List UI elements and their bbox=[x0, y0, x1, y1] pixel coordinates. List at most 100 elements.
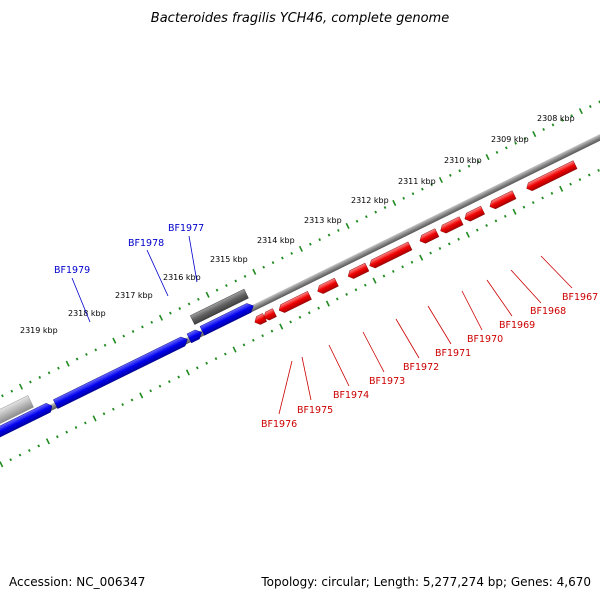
forward-scale-tick bbox=[150, 320, 154, 324]
scale-label: 2314 kbp bbox=[257, 236, 295, 245]
gene-label-bf1969[interactable]: BF1969 bbox=[499, 320, 535, 331]
gene-label-bf1967[interactable]: BF1967 bbox=[562, 292, 598, 303]
reverse-scale-tick bbox=[419, 254, 424, 261]
gene-bf1978[interactable] bbox=[186, 328, 204, 344]
reverse-scale-tick bbox=[130, 398, 134, 402]
forward-scale-tick bbox=[588, 105, 592, 108]
scale-label: 2317 kbp bbox=[115, 291, 153, 300]
reverse-scale-tick bbox=[410, 260, 414, 264]
forward-scale-tick bbox=[345, 222, 350, 229]
callout-line-bf1969 bbox=[486, 279, 513, 317]
forward-scale-tick bbox=[215, 288, 219, 292]
gene-bf1968[interactable] bbox=[463, 205, 485, 223]
forward-scale-tick bbox=[262, 265, 266, 269]
forward-scale-tick bbox=[542, 127, 545, 131]
reverse-scale-tick bbox=[121, 403, 125, 407]
scale-label: 2313 kbp bbox=[304, 216, 342, 225]
reverse-scale-tick bbox=[475, 228, 479, 232]
callout-line-bf1974 bbox=[328, 344, 350, 387]
reverse-scale-tick bbox=[195, 366, 199, 370]
scale-label: 2309 kbp bbox=[491, 135, 529, 144]
gene-bf1972[interactable] bbox=[346, 262, 370, 280]
reverse-scale-tick bbox=[503, 214, 507, 218]
reverse-scale-tick bbox=[559, 185, 564, 192]
callout-line-bf1979 bbox=[71, 277, 91, 323]
reverse-scale-tick bbox=[102, 412, 106, 416]
reverse-scale-ticks bbox=[0, 168, 600, 468]
scale-label: 2316 kbp bbox=[163, 273, 201, 282]
gene-grey-upper[interactable] bbox=[189, 288, 249, 325]
forward-scale-tick bbox=[374, 210, 378, 214]
gene-bf1975[interactable] bbox=[262, 308, 277, 322]
reverse-scale-tick bbox=[307, 311, 311, 315]
gene-label-bf1979[interactable]: BF1979 bbox=[54, 265, 90, 276]
reverse-scale-tick bbox=[587, 173, 591, 177]
forward-scale-tick bbox=[47, 371, 51, 375]
gene-bf1976[interactable] bbox=[253, 313, 267, 326]
reverse-scale-tick bbox=[494, 219, 498, 223]
gene-bf1971[interactable] bbox=[368, 241, 413, 270]
callout-line-bf1973 bbox=[362, 331, 385, 373]
forward-scale-tick bbox=[18, 383, 24, 390]
forward-scale-tick bbox=[10, 389, 14, 393]
forward-scale-tick bbox=[65, 360, 70, 367]
gene-bf1967-a[interactable] bbox=[488, 190, 517, 211]
forward-scale-tick bbox=[485, 153, 490, 161]
forward-scale-tick bbox=[411, 192, 415, 196]
forward-scale-tick bbox=[365, 215, 368, 219]
reverse-scale-tick bbox=[158, 384, 162, 388]
gene-label-bf1972[interactable]: BF1972 bbox=[403, 362, 439, 373]
forward-scale-tick bbox=[570, 114, 573, 118]
forward-scale-tick bbox=[337, 228, 340, 232]
callout-line-bf1970 bbox=[461, 290, 483, 331]
forward-scale-tick bbox=[309, 242, 312, 246]
forward-scale-tick bbox=[560, 118, 564, 122]
reverse-scale-tick bbox=[531, 201, 535, 205]
forward-scale-tick bbox=[504, 146, 508, 150]
forward-scale-tick bbox=[169, 311, 172, 315]
gene-bf1974[interactable] bbox=[277, 291, 312, 314]
reverse-scale-tick bbox=[205, 361, 208, 365]
gene-label-bf1973[interactable]: BF1973 bbox=[369, 376, 405, 387]
forward-scale-tick bbox=[402, 196, 406, 200]
reverse-scale-tick bbox=[317, 306, 320, 310]
gene-bf1977[interactable] bbox=[199, 301, 256, 336]
reverse-scale-tick bbox=[429, 251, 432, 255]
gene-label-bf1976[interactable]: BF1976 bbox=[261, 419, 297, 430]
reverse-scale-tick bbox=[279, 323, 284, 330]
reverse-scale-tick bbox=[185, 369, 190, 376]
forward-scale-tick bbox=[318, 238, 322, 242]
forward-scale-tick bbox=[38, 375, 42, 379]
gene-light-grey[interactable] bbox=[0, 395, 34, 455]
reverse-scale-tick bbox=[0, 461, 4, 468]
reverse-scale-tick bbox=[177, 375, 181, 379]
gene-label-bf1975[interactable]: BF1975 bbox=[297, 405, 333, 416]
gene-bf1973[interactable] bbox=[316, 277, 339, 295]
accession-text: Accession: NC_006347 bbox=[9, 575, 145, 589]
gene-blue-left-end[interactable] bbox=[0, 401, 54, 466]
gene-bf1967-b[interactable] bbox=[525, 160, 578, 193]
gene-label-bf1971[interactable]: BF1971 bbox=[435, 348, 471, 359]
reverse-scale-tick bbox=[74, 426, 78, 430]
gene-bf1979[interactable] bbox=[53, 335, 189, 409]
forward-scale-tick bbox=[178, 307, 182, 310]
reverse-scale-tick bbox=[261, 334, 264, 338]
gene-label-bf1970[interactable]: BF1970 bbox=[467, 334, 503, 345]
forward-scale-tick bbox=[131, 330, 135, 333]
scale-label: 2308 kbp bbox=[537, 114, 575, 123]
gene-label-bf1974[interactable]: BF1974 bbox=[333, 390, 369, 401]
forward-scale-tick bbox=[392, 199, 397, 206]
reverse-scale-tick bbox=[550, 191, 554, 195]
reverse-scale-tick bbox=[391, 269, 395, 273]
genome-summary-text: Topology: circular; Length: 5,277,274 bp… bbox=[260, 575, 591, 589]
reverse-scale-tick bbox=[18, 453, 22, 457]
forward-gene-callouts: BF1977 BF1978 BF1979 bbox=[54, 223, 204, 323]
gene-label-bf1968[interactable]: BF1968 bbox=[530, 306, 566, 317]
gene-bf1969[interactable] bbox=[439, 216, 464, 235]
gene-label-bf1978[interactable]: BF1978 bbox=[128, 238, 164, 249]
gene-bf1970[interactable] bbox=[418, 228, 440, 245]
gene-label-bf1977[interactable]: BF1977 bbox=[168, 223, 204, 234]
forward-scale-tick bbox=[1, 394, 4, 398]
reverse-scale-tick bbox=[298, 315, 302, 319]
reverse-scale-tick bbox=[569, 182, 572, 186]
